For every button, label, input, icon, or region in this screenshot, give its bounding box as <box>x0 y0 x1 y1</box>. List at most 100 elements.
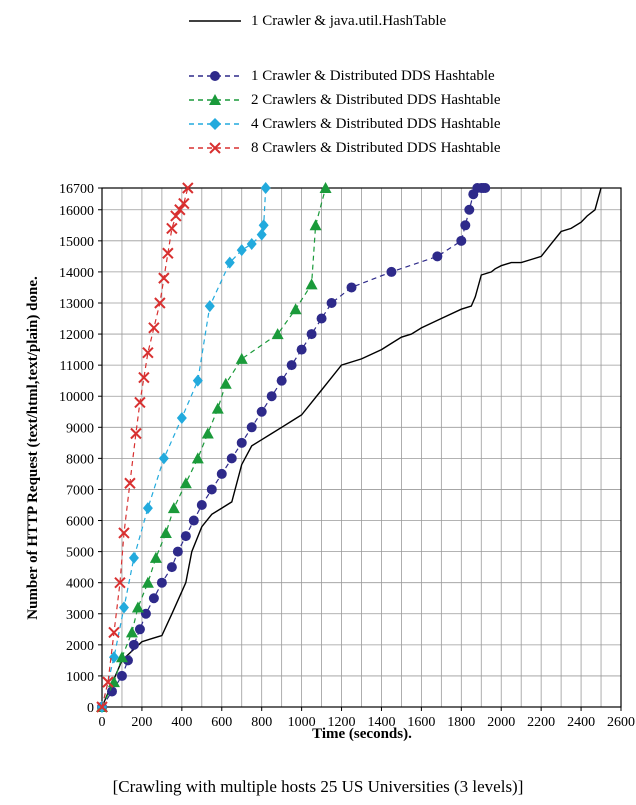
x-tick-label: 2200 <box>527 715 555 730</box>
data-point-triangle <box>309 219 322 231</box>
data-point-diamond <box>142 502 153 515</box>
data-point-diamond <box>118 601 129 614</box>
series-5 <box>96 182 194 713</box>
data-point-triangle <box>235 352 248 364</box>
chart-axes <box>101 187 622 708</box>
y-tick-label: 15000 <box>59 235 94 250</box>
x-axis-label: Time (seconds). <box>312 726 412 742</box>
data-point-triangle <box>159 526 172 538</box>
data-point-triangle <box>167 502 180 514</box>
legend-swatch-solid-line <box>189 20 241 22</box>
data-point-triangle <box>211 402 224 414</box>
data-point-triangle <box>271 328 284 340</box>
y-axis-label: Number of HTTP Request (text/html,text/p… <box>25 276 41 620</box>
series-3 <box>96 182 332 712</box>
y-tick-label: 16000 <box>59 204 94 219</box>
data-point-circle <box>246 422 257 433</box>
data-point-circle <box>236 437 247 448</box>
data-point-circle <box>346 282 357 293</box>
data-point-triangle <box>219 377 232 389</box>
legend-label: 1 Crawler & java.util.HashTable <box>251 13 447 29</box>
data-point-circle <box>116 670 127 681</box>
y-tick-label: 6000 <box>66 515 94 530</box>
data-point-x <box>182 182 194 194</box>
data-point-triangle <box>115 651 128 663</box>
data-point-diamond <box>128 551 139 564</box>
y-tick-label: 12000 <box>59 328 94 343</box>
legend-swatch-circle <box>189 71 241 81</box>
chart-caption: [Crawling with multiple hosts 25 US Univ… <box>112 777 524 796</box>
data-point-x <box>154 297 166 309</box>
data-point-circle <box>276 375 287 386</box>
tick-labels: 0 200 400 600 800 1000 1200 1400 1600 1800 2000 220… <box>59 182 635 730</box>
data-point-circle <box>216 468 227 479</box>
data-point-triangle <box>319 182 332 193</box>
x-tick-label: 2600 <box>607 715 635 730</box>
data-point-x <box>142 347 154 359</box>
data-point-triangle <box>201 427 214 439</box>
data-point-triangle <box>149 551 162 563</box>
x-tick-label: 1200 <box>328 715 356 730</box>
data-point-x <box>96 701 108 713</box>
y-tick-label: 0 <box>87 701 94 716</box>
data-point-x <box>158 272 170 284</box>
series-2 <box>97 183 491 712</box>
data-point-circle <box>206 484 217 495</box>
data-point-circle <box>460 220 471 231</box>
data-point-diamond <box>224 256 235 269</box>
data-point-x <box>108 626 120 639</box>
data-point-circle <box>286 360 297 371</box>
data-point-diamond <box>256 228 267 241</box>
x-tick-label: 800 <box>251 715 272 730</box>
data-point-x <box>118 527 130 539</box>
chart-series <box>96 182 602 713</box>
data-point-circle <box>134 624 145 635</box>
y-tick-label: 10000 <box>59 390 94 405</box>
data-point-x <box>102 676 114 688</box>
data-point-diamond <box>260 182 271 194</box>
data-point-circle <box>256 406 267 417</box>
y-tick-label: 11000 <box>60 359 94 374</box>
data-point-circle <box>266 391 277 402</box>
data-point-triangle <box>141 576 154 588</box>
y-tick-label: 13000 <box>59 297 94 312</box>
series-line <box>101 187 267 708</box>
data-point-circle <box>188 515 199 526</box>
series-line <box>101 187 602 708</box>
x-tick-label: 1800 <box>447 715 475 730</box>
y-tick-label: 2000 <box>66 639 94 654</box>
data-point-circle <box>326 297 337 308</box>
legend-label: 1 Crawler & Distributed DDS Hashtable <box>251 68 495 84</box>
series-line <box>101 187 486 708</box>
data-point-x <box>148 322 160 334</box>
data-point-circle <box>196 499 207 510</box>
data-point-circle <box>296 344 307 355</box>
data-point-x <box>124 477 136 489</box>
data-point-circle <box>148 593 159 604</box>
series-1 <box>101 187 602 708</box>
x-tick-label: 600 <box>211 715 232 730</box>
x-tick-label: 400 <box>171 715 192 730</box>
y-tick-label: 16700 <box>59 182 94 197</box>
data-point-circle <box>456 235 467 246</box>
data-point-circle <box>140 608 151 619</box>
data-point-circle <box>172 546 183 557</box>
series-4 <box>97 182 271 713</box>
y-tick-label: 9000 <box>66 421 94 436</box>
data-point-diamond <box>158 452 169 465</box>
x-tick-label: 2000 <box>487 715 515 730</box>
data-point-triangle <box>125 626 138 638</box>
plot-frame <box>101 187 622 708</box>
data-point-triangle <box>289 303 302 315</box>
data-point-circle <box>464 204 475 215</box>
legend-label: 2 Crawlers & Distributed DDS Hashtable <box>251 92 501 108</box>
data-point-diamond <box>258 219 269 232</box>
data-point-circle <box>128 639 139 650</box>
y-tick-label: 14000 <box>59 266 94 281</box>
data-point-circle <box>316 313 327 324</box>
data-point-x <box>178 197 190 210</box>
data-point-circle <box>306 329 317 340</box>
legend-swatch-x <box>189 142 241 154</box>
legend-swatch-diamond <box>189 118 241 130</box>
